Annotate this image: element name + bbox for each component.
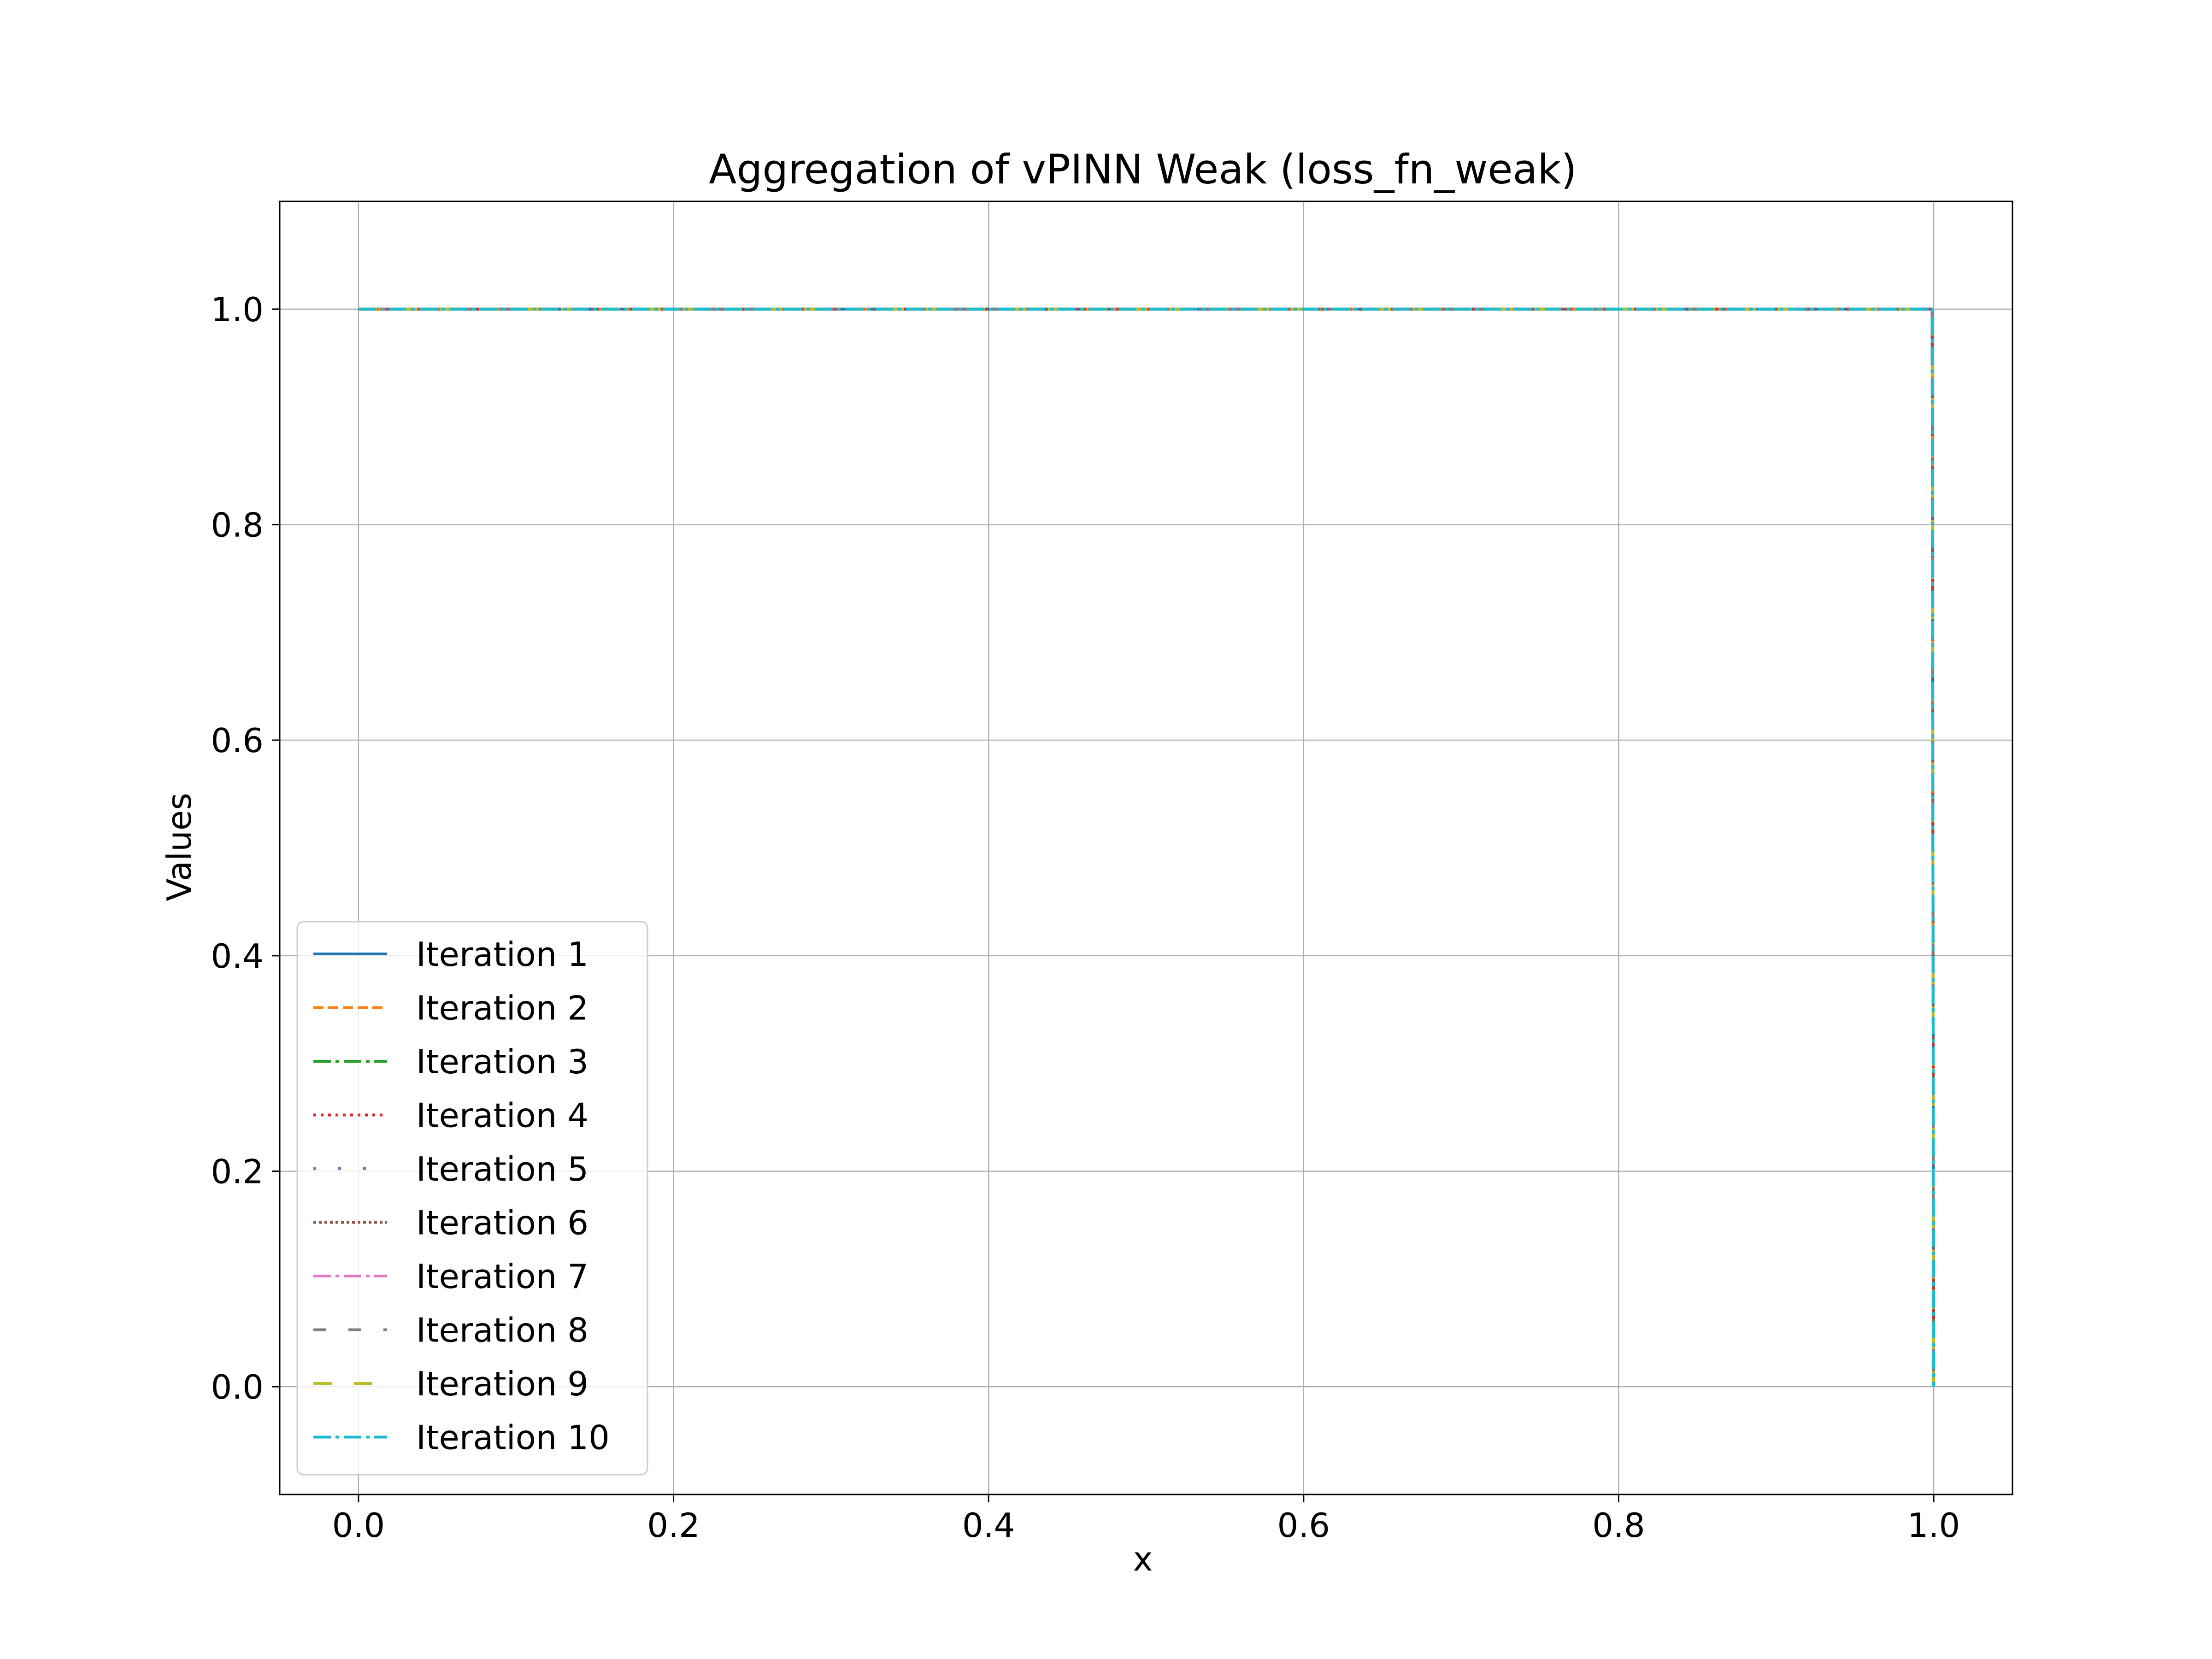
legend-label: Iteration 2	[416, 989, 588, 1028]
series-lines	[358, 307, 1936, 1387]
legend-label: Iteration 10	[416, 1418, 610, 1457]
y-tick-label: 0.8	[211, 506, 264, 545]
x-tick-label: 0.8	[1592, 1506, 1645, 1545]
legend: Iteration 1 Iteration 2 Iteration 3 Iterati…	[296, 921, 648, 1476]
legend-label: Iteration 3	[416, 1042, 588, 1081]
legend-label: Iteration 5	[416, 1150, 588, 1188]
axes-frame	[279, 200, 2013, 1495]
legend-label: Iteration 9	[416, 1365, 588, 1403]
x-axis-label: x	[1133, 1540, 1153, 1578]
y-tick-label: 0.4	[211, 937, 264, 976]
x-tick-label: 1.0	[1907, 1506, 1960, 1545]
x-tick-label: 0.2	[647, 1506, 700, 1545]
axis-ticks: 0.0 0.2 0.4 0.6 0.8 1.0 0.0 0.2 0.4 0.6 0.8 1.0	[211, 290, 1960, 1545]
y-tick-label: 0.0	[211, 1368, 264, 1406]
x-tick-label: 0.0	[332, 1506, 385, 1545]
chart-title: Aggregation of vPINN Weak (loss_fn_weak)	[709, 146, 1577, 193]
legend-label: Iteration 1	[416, 935, 588, 974]
x-tick-label: 0.6	[1277, 1506, 1330, 1545]
y-tick-label: 0.6	[211, 721, 264, 760]
series-line-iteration-10	[358, 307, 1936, 1387]
legend-label: Iteration 8	[416, 1311, 588, 1350]
x-tick-label: 0.4	[962, 1506, 1015, 1545]
legend-label: Iteration 7	[416, 1257, 588, 1296]
legend-label: Iteration 6	[416, 1204, 588, 1242]
y-axis-label: Values	[160, 793, 199, 901]
y-tick-label: 0.2	[211, 1153, 264, 1191]
y-tick-label: 1.0	[211, 290, 264, 329]
legend-label: Iteration 4	[416, 1096, 588, 1135]
